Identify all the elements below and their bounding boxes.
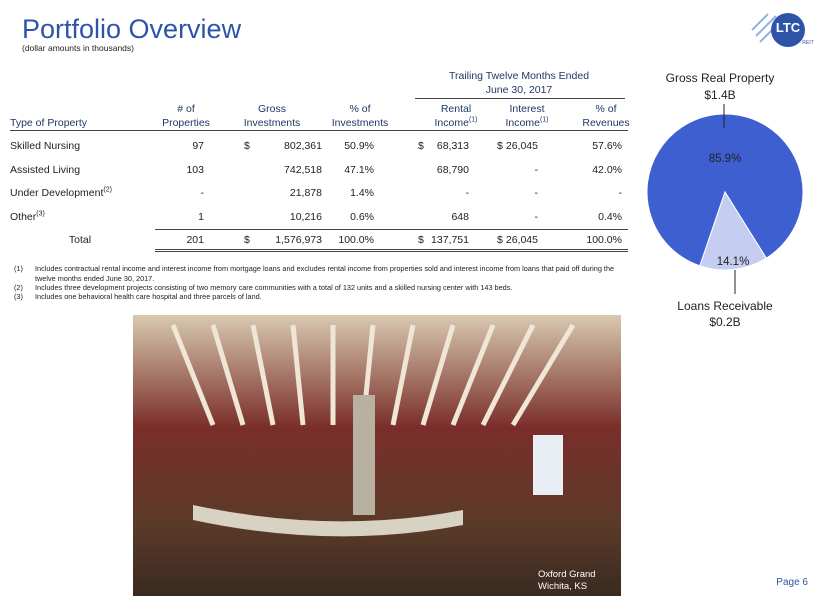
currency: $: [244, 234, 250, 246]
cell: 97: [192, 140, 204, 152]
cell: -: [534, 164, 539, 176]
column-header: Income(1): [505, 116, 549, 129]
photo: [133, 315, 621, 596]
column-header: Revenues: [582, 117, 630, 129]
row-label: Skilled Nursing: [10, 140, 81, 152]
cell: 201: [186, 234, 204, 246]
note-mark: (1): [468, 116, 478, 124]
title: Portfolio Overview: [22, 14, 242, 44]
cell: 100.0%: [586, 234, 622, 246]
subtitle: (dollar amounts in thousands): [22, 43, 134, 53]
column-header: Type of Property: [10, 117, 88, 129]
footnote-mark: (2): [14, 283, 23, 292]
currency: $: [418, 140, 424, 152]
slice-label: 14.1%: [717, 256, 750, 268]
row-label: Total: [68, 234, 92, 246]
group-header: June 30, 2017: [485, 84, 553, 96]
rule: [155, 249, 628, 250]
cell: 137,751: [431, 234, 469, 246]
pie-chart: 85.9% 14.1% Gross Real Property $1.4B Loans …: [646, 71, 804, 329]
column-header: Properties: [162, 117, 210, 129]
logo-text: LTC: [776, 20, 801, 35]
cell: 50.9%: [344, 140, 374, 152]
currency: $: [244, 140, 250, 152]
rule: [155, 251, 628, 252]
column-header: Investments: [331, 117, 389, 129]
footnote-mark: (1): [14, 264, 23, 273]
logo-subtext: REIT: [802, 40, 813, 46]
photo-caption: Oxford Grand: [538, 569, 596, 580]
cell: 103: [186, 164, 204, 176]
cell: -: [534, 187, 539, 199]
callout-amount: $0.2B: [709, 315, 740, 329]
cell: 1.4%: [350, 187, 374, 199]
footnote-text: Includes contractual rental income and i…: [35, 264, 615, 283]
group-header: Trailing Twelve Months Ended: [448, 70, 590, 82]
page-number: Page 6: [776, 577, 808, 588]
column-header: Rental: [440, 103, 472, 115]
cell: 648: [451, 211, 469, 223]
rule: [10, 130, 628, 131]
footnote-mark: (3): [14, 292, 23, 301]
cell: 742,518: [284, 164, 322, 176]
rule: [155, 229, 628, 230]
callout-name: Loans Receivable: [677, 299, 773, 313]
currency: $: [497, 140, 503, 152]
cell: 0.4%: [598, 211, 622, 223]
photo-caption: Wichita, KS: [538, 581, 588, 592]
column-header: % of: [349, 103, 371, 115]
cell: 0.6%: [350, 211, 374, 223]
column-header: Interest: [509, 103, 545, 115]
cell: -: [465, 187, 470, 199]
cell: 21,878: [289, 187, 322, 199]
cell: 68,313: [436, 140, 469, 152]
note-mark: (3): [36, 210, 45, 218]
column-header: % of: [595, 103, 617, 115]
cell: 1: [198, 211, 204, 223]
row-label: Other(3): [10, 210, 45, 223]
callout-name: Gross Real Property: [666, 71, 775, 85]
cell: 1,576,973: [275, 234, 322, 246]
note-mark: (1): [539, 116, 549, 124]
callout-amount: $1.4B: [704, 88, 735, 102]
cell: -: [534, 211, 539, 223]
footnote-text: Includes three development projects cons…: [35, 283, 513, 292]
cell: 26,045: [505, 140, 538, 152]
cell: 42.0%: [592, 164, 622, 176]
cell: 57.6%: [592, 140, 622, 152]
logo: LTC REIT: [751, 13, 814, 47]
cell: 802,361: [284, 140, 322, 152]
pie-slice: [646, 113, 804, 267]
pie-slice: [699, 190, 767, 271]
footnote-text: Includes one behavioral health care hosp…: [35, 292, 262, 301]
cell: 47.1%: [344, 164, 374, 176]
row-label: Assisted Living: [10, 164, 81, 176]
cell: 100.0%: [338, 234, 374, 246]
currency: $: [418, 234, 424, 246]
column-header: Gross: [257, 103, 287, 115]
currency: $: [497, 234, 503, 246]
cell: 68,790: [436, 164, 469, 176]
cell: -: [200, 187, 205, 199]
column-header: Investments: [243, 117, 301, 129]
row-label: Under Development(2): [10, 186, 112, 199]
cell: 26,045: [505, 234, 538, 246]
column-header: # of: [177, 103, 195, 115]
note-mark: (2): [103, 186, 112, 194]
column-header: Income(1): [434, 116, 478, 129]
cell: -: [618, 187, 623, 199]
cell: 10,216: [289, 211, 322, 223]
rule: [415, 98, 625, 99]
slice-label: 85.9%: [709, 153, 742, 165]
